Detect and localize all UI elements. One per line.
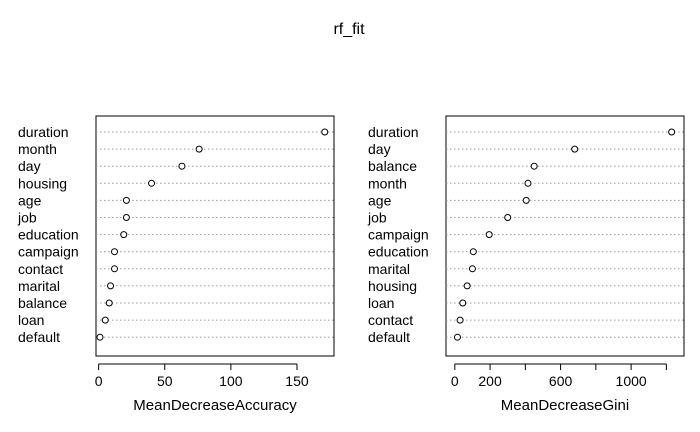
gridlines-accuracy <box>96 131 334 338</box>
data-point <box>148 179 156 187</box>
data-point <box>530 162 538 170</box>
category-label: contact <box>18 261 63 277</box>
x-axis-gini: 0 200 600 1000 <box>451 363 667 389</box>
category-label: balance <box>368 158 417 174</box>
category-label: default <box>18 329 60 345</box>
data-point <box>178 162 186 170</box>
category-label: marital <box>18 278 60 294</box>
data-point <box>120 231 128 239</box>
data-point <box>571 145 579 153</box>
data-point <box>524 179 532 187</box>
category-label: job <box>17 210 37 226</box>
x-tick-label: 1000 <box>616 373 647 389</box>
category-label: contact <box>368 312 413 328</box>
points-gini <box>453 128 676 341</box>
points-accuracy <box>96 128 329 341</box>
category-label: month <box>368 175 407 191</box>
data-point <box>111 265 119 273</box>
category-label: day <box>18 158 41 174</box>
category-label: duration <box>18 124 69 140</box>
category-label: education <box>368 244 429 260</box>
x-axis-title-accuracy: MeanDecreaseAccuracy <box>133 397 297 414</box>
data-point <box>195 145 203 153</box>
category-label: loan <box>18 312 44 328</box>
data-point <box>96 333 104 341</box>
data-point <box>522 196 530 204</box>
data-point <box>107 282 115 290</box>
plot-frame-gini <box>445 115 685 357</box>
data-point <box>122 196 130 204</box>
category-label: balance <box>18 295 67 311</box>
data-point <box>122 214 130 221</box>
data-point <box>453 333 461 341</box>
x-tick-label: 600 <box>549 373 573 389</box>
gridlines-gini <box>446 131 684 338</box>
data-point <box>101 316 109 324</box>
category-label: month <box>18 141 57 157</box>
category-label: age <box>18 192 42 208</box>
figure-title: rf_fit <box>333 21 365 38</box>
data-point <box>504 214 512 221</box>
category-label: duration <box>368 124 419 140</box>
category-label: job <box>367 210 387 226</box>
category-label: housing <box>368 278 417 294</box>
x-tick-label: 200 <box>478 373 502 389</box>
data-point <box>485 231 493 239</box>
data-point <box>105 299 113 307</box>
data-point <box>456 316 464 324</box>
category-label: marital <box>368 261 410 277</box>
category-label: default <box>368 329 410 345</box>
category-label: education <box>18 227 79 243</box>
category-label: housing <box>18 175 67 191</box>
category-label: age <box>368 192 392 208</box>
plot-frame-accuracy <box>95 115 335 357</box>
category-label: campaign <box>368 227 429 243</box>
category-label: day <box>368 141 391 157</box>
data-point <box>459 299 467 307</box>
data-point <box>468 265 476 273</box>
data-point <box>463 282 471 290</box>
data-point <box>111 248 119 256</box>
x-tick-label: 50 <box>157 373 173 389</box>
category-label: loan <box>368 295 394 311</box>
x-tick-label: 0 <box>451 373 459 389</box>
x-axis-title-gini: MeanDecreaseGini <box>501 397 629 414</box>
data-point <box>469 248 477 256</box>
x-tick-label: 150 <box>285 373 309 389</box>
category-label: campaign <box>18 244 79 260</box>
data-point <box>668 128 676 136</box>
x-axis-accuracy: 0 50 100 150 <box>95 363 309 389</box>
data-point <box>321 128 329 136</box>
x-tick-label: 0 <box>95 373 103 389</box>
x-tick-label: 100 <box>219 373 243 389</box>
